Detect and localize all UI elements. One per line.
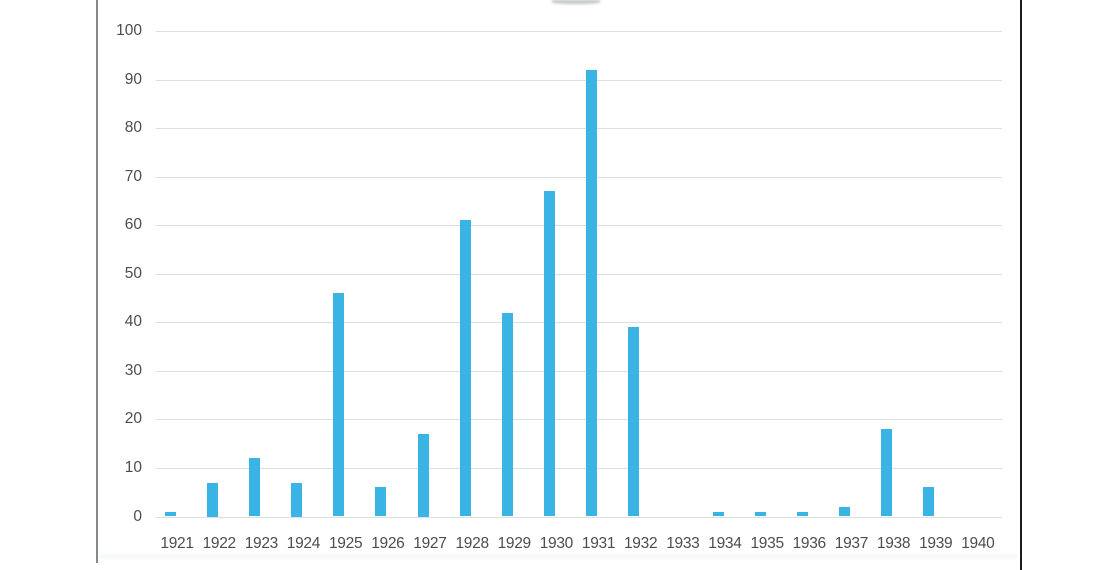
x-axis-tick-label: 1938 — [876, 535, 911, 552]
gridline-70 — [156, 176, 1002, 178]
gridline-60 — [156, 225, 1002, 227]
x-axis-tick-label: 1925 — [328, 535, 363, 552]
x-axis-tick-label: 1921 — [160, 535, 194, 552]
bar-1928 — [459, 220, 471, 517]
y-axis-tick-label: 40 — [124, 313, 142, 331]
cropped-title-remnant — [552, 0, 600, 4]
y-axis-tick-label: 80 — [124, 119, 142, 137]
gridline-50 — [156, 273, 1002, 275]
right-crop-border — [1020, 0, 1022, 570]
y-axis-tick-label: 20 — [124, 410, 142, 428]
x-axis-tick-label: 1936 — [792, 535, 827, 552]
bar-1932 — [628, 327, 640, 517]
x-axis-tick-label: 1927 — [413, 535, 447, 552]
x-axis-tick-label: 1922 — [202, 535, 237, 552]
bar-1927 — [417, 434, 429, 517]
x-axis-tick-label: 1933 — [666, 535, 700, 552]
x-axis-tick-label: 1924 — [286, 535, 321, 552]
x-axis-tick-label: 1923 — [244, 535, 279, 552]
y-axis-tick-label: 50 — [124, 264, 142, 282]
bar-1934 — [712, 511, 724, 517]
x-axis-tick-label: 1934 — [708, 535, 742, 552]
gridline-80 — [156, 128, 1002, 130]
gridline-0 — [156, 516, 1002, 518]
x-axis-tick-label: 1928 — [455, 535, 489, 552]
x-axis-tick-label: 1931 — [581, 535, 616, 552]
bar-1935 — [754, 511, 766, 517]
gridline-40 — [156, 322, 1002, 324]
x-axis-tick-label: 1935 — [750, 535, 784, 552]
left-crop-border — [96, 0, 98, 563]
bar-1921 — [164, 511, 176, 517]
y-axis-tick-label: 60 — [124, 216, 142, 234]
y-axis-tick-label: 70 — [124, 167, 142, 185]
bar-1937 — [839, 506, 850, 517]
x-axis-tick-label: 1932 — [623, 535, 658, 552]
bar-1938 — [881, 429, 893, 517]
bar-1925 — [333, 293, 345, 517]
y-axis-tick-label: 100 — [116, 22, 142, 39]
bar-1929 — [501, 312, 513, 517]
y-axis-tick-label: 90 — [124, 70, 142, 88]
gridline-100 — [156, 31, 1002, 32]
bar-1926 — [375, 487, 387, 517]
x-axis-tick-label: 1940 — [961, 535, 995, 552]
bar-1930 — [543, 191, 555, 517]
bar-1922 — [206, 482, 218, 517]
y-axis-tick-label: 0 — [133, 507, 142, 525]
gridline-90 — [156, 79, 1002, 81]
x-axis-tick-label: 1930 — [539, 535, 574, 552]
bar-1936 — [796, 511, 808, 517]
bar-1939 — [923, 487, 935, 517]
x-axis-tick-label: 1926 — [371, 535, 405, 552]
y-axis-tick-label: 10 — [124, 458, 142, 476]
bar-1923 — [248, 458, 260, 517]
x-axis-tick-label: 1939 — [919, 535, 953, 552]
gridline-30 — [156, 370, 1002, 372]
bar-1924 — [291, 482, 302, 517]
gridline-10 — [156, 467, 1002, 469]
gridline-20 — [156, 419, 1002, 421]
cropped-bottom-edge — [100, 555, 1018, 560]
x-axis-tick-label: 1937 — [834, 535, 869, 552]
x-axis-tick-label: 1929 — [497, 535, 532, 552]
y-axis-tick-label: 30 — [124, 361, 142, 379]
bar-1931 — [586, 69, 598, 517]
